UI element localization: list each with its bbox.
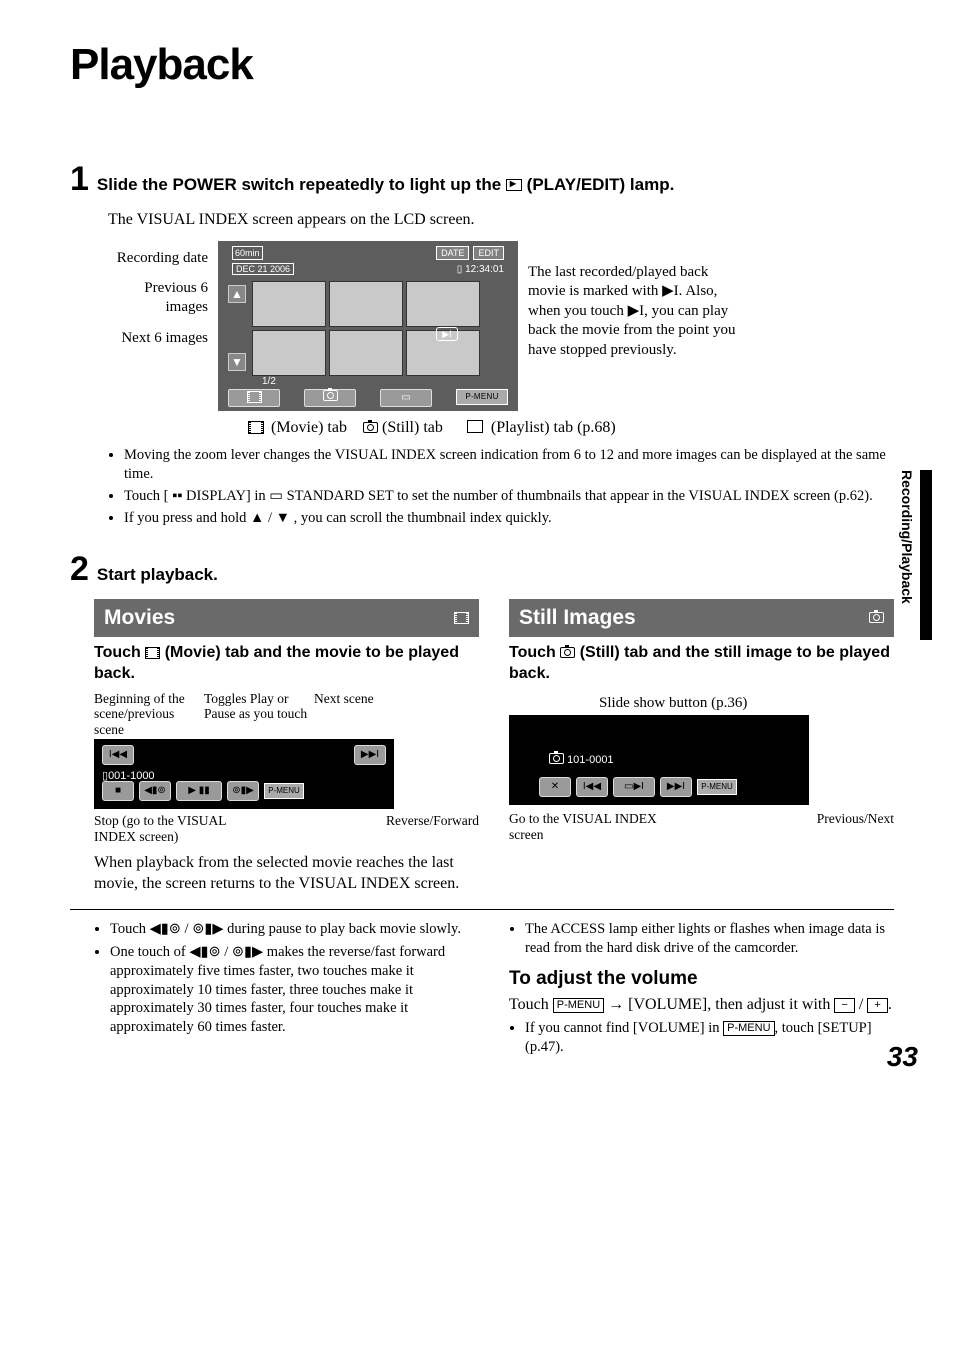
label-prev6: Previous 6 images — [108, 279, 208, 317]
separator — [70, 909, 894, 910]
step-2: 2 Start playback. — [70, 550, 894, 589]
edit-button[interactable]: EDIT — [473, 246, 504, 260]
movie-tab[interactable] — [228, 389, 280, 407]
stop-button[interactable]: ■ — [102, 781, 134, 801]
tip-access: The ACCESS lamp either lights or flashes… — [525, 920, 894, 958]
still-counter: 101-0001 — [549, 753, 614, 768]
prev-scene-button[interactable]: I◀◀ — [102, 745, 134, 765]
note-display: Touch [ ▪▪ DISPLAY] in ▭ STANDARD SET to… — [124, 487, 894, 506]
step1-text-b: (PLAY/EDIT) lamp. — [527, 175, 675, 194]
page-indicator: 1/2 — [262, 375, 276, 389]
movie-pmenu-button[interactable]: P-MENU — [264, 783, 304, 799]
volume-body: Touch P-MENU → [VOLUME], then adjust it … — [509, 994, 894, 1016]
left-tips: Touch ◀▮⊚ / ⊚▮▶ during pause to play bac… — [94, 920, 479, 1037]
side-tab: Recording/Playback — [899, 470, 932, 640]
pmenu-button[interactable]: P-MENU — [456, 389, 508, 405]
scroll-down-button[interactable]: ▼ — [228, 353, 246, 371]
tip-slow: Touch ◀▮⊚ / ⊚▮▶ during pause to play bac… — [110, 920, 479, 939]
play-pause-button[interactable]: ▶ ▮▮ — [176, 781, 222, 801]
stills-title: Still Images — [519, 604, 636, 632]
note-zoom: Moving the zoom lever changes the VISUAL… — [124, 446, 894, 484]
note-scroll: If you press and hold ▲ / ▼ , you can sc… — [124, 509, 894, 528]
step-1: 1 Slide the POWER switch repeatedly to l… — [70, 160, 894, 199]
visual-index-screen: 60min DATE EDIT DEC 21 2006 ▯ 12:34:01 ▲… — [218, 241, 518, 411]
close-button[interactable]: ✕ — [539, 777, 571, 797]
movies-title: Movies — [104, 604, 175, 632]
label-stop: Stop (go to the VISUAL INDEX screen) — [94, 813, 254, 845]
still-playback-screen: 101-0001 ✕ I◀◀ ▭▶I ▶▶I P-MENU — [509, 715, 809, 805]
next-image-button[interactable]: ▶▶I — [660, 777, 692, 797]
tip-speed: One touch of ◀▮⊚ / ⊚▮▶ makes the reverse… — [110, 943, 479, 1037]
battery-indicator: 60min — [232, 246, 263, 260]
label-next-scene: Next scene — [314, 691, 374, 738]
movies-subhead: Touch (Movie) tab and the movie to be pl… — [94, 643, 479, 685]
camera-icon — [869, 612, 884, 623]
volume-note: If you cannot find [VOLUME] in P-MENU, t… — [525, 1019, 894, 1057]
slideshow-button[interactable]: ▭▶I — [613, 777, 655, 797]
step-2-text: Start playback. — [97, 565, 218, 584]
next-scene-button[interactable]: ▶▶I — [354, 745, 386, 765]
film-icon — [454, 612, 469, 624]
visual-index-diagram: Recording date Previous 6 images Next 6 … — [108, 241, 894, 411]
step1-text-a: Slide the POWER switch repeatedly to lig… — [97, 175, 506, 194]
step-1-text: Slide the POWER switch repeatedly to lig… — [97, 175, 674, 194]
label-prevnext: Previous/Next — [817, 811, 894, 843]
label-begin-scene: Beginning of the scene/previous scene — [94, 691, 204, 738]
resume-note: The last recorded/played back movie is m… — [528, 241, 738, 361]
stills-subhead: Touch (Still) tab and the still image to… — [509, 643, 894, 685]
page-number: 33 — [887, 1041, 918, 1073]
movies-para: When playback from the selected movie re… — [94, 853, 479, 895]
playlist-tab[interactable]: ▭ — [380, 389, 432, 407]
step1-intro: The VISUAL INDEX screen appears on the L… — [108, 209, 894, 231]
tab-legend: (Movie) tab (Still) tab (Playlist) tab (… — [248, 417, 894, 439]
resume-marker[interactable]: ▶I — [436, 327, 458, 341]
legend-still: (Still) tab — [378, 419, 443, 436]
recording-date-value: DEC 21 2006 — [232, 263, 294, 275]
label-next6: Next 6 images — [108, 329, 208, 348]
date-button[interactable]: DATE — [436, 246, 469, 260]
movie-playback-screen: I◀◀ ▶▶I ▯001-1000 ■ ◀▮⊚ ▶ ▮▮ ⊚▮▶ P-MENU — [94, 739, 394, 809]
play-edit-icon — [506, 179, 522, 191]
label-goto-index: Go to the VISUAL INDEX screen — [509, 811, 659, 843]
volume-heading: To adjust the volume — [509, 968, 894, 990]
forward-button[interactable]: ⊚▮▶ — [227, 781, 259, 801]
stills-section: Still Images Touch (Still) tab and the s… — [509, 599, 894, 895]
slideshow-label: Slide show button (p.36) — [599, 693, 894, 713]
recording-time-value: ▯ 12:34:01 — [457, 263, 504, 277]
still-tab[interactable] — [304, 389, 356, 407]
step-2-num: 2 — [70, 550, 89, 589]
step-1-num: 1 — [70, 160, 89, 199]
scroll-up-button[interactable]: ▲ — [228, 285, 246, 303]
label-toggle-play: Toggles Play or Pause as you touch — [204, 691, 314, 738]
movies-section: Movies Touch (Movie) tab and the movie t… — [94, 599, 479, 895]
legend-movie: (Movie) tab — [267, 419, 347, 436]
step1-notes: Moving the zoom lever changes the VISUAL… — [124, 446, 894, 527]
label-revfwd: Reverse/Forward — [386, 813, 479, 845]
label-recording-date: Recording date — [108, 249, 208, 268]
legend-playlist: (Playlist) tab (p.68) — [487, 419, 616, 436]
reverse-button[interactable]: ◀▮⊚ — [139, 781, 171, 801]
still-pmenu-button[interactable]: P-MENU — [697, 779, 737, 795]
page-title: Playback — [70, 40, 894, 90]
prev-image-button[interactable]: I◀◀ — [576, 777, 608, 797]
right-tips: The ACCESS lamp either lights or flashes… — [509, 920, 894, 958]
